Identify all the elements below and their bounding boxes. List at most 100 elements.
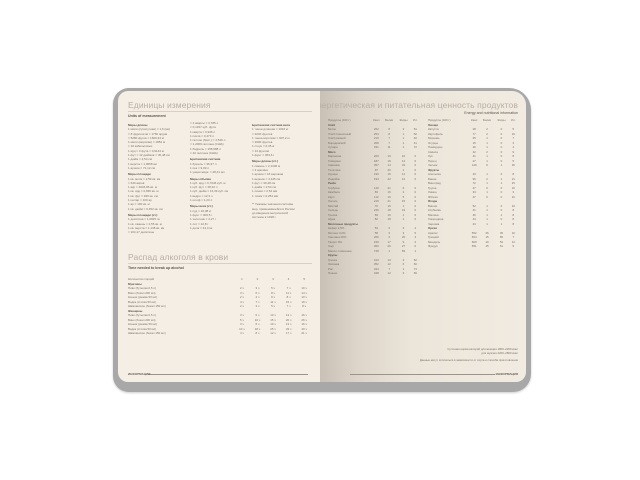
cell-value: 8: [512, 172, 515, 177]
cell-value: 12: [387, 262, 391, 267]
category-label: Ягоды: [428, 199, 438, 204]
cell-label: Треска: [328, 212, 338, 217]
cell-value: 1: [414, 248, 417, 253]
category-row: Ягоды: [428, 199, 518, 204]
cell-value: 1: [500, 163, 503, 168]
cell-value: 8: [388, 127, 390, 132]
units-line: 1 кв. ярд = 0,836 кв. м: [128, 189, 159, 194]
cell-label: Водка (стопка 50 мл): [128, 326, 157, 331]
cell-value: 3: [512, 190, 515, 195]
table-row: Говядина 187 19 12 0: [328, 159, 420, 164]
cell-value: 16: [387, 203, 391, 208]
column-header: Ккал: [373, 118, 380, 123]
cell-value: 7: [388, 266, 390, 271]
cell-value: 0: [414, 176, 417, 181]
units-line: 1 галлон (брит.) = 4,546 л: [190, 138, 226, 143]
units-line: 1 аршин = 16 вершков: [252, 172, 284, 177]
cell-value: 10 ч: [270, 322, 276, 327]
column-header: Продукты (100 г): [428, 118, 451, 123]
cell-label: Лук: [428, 154, 433, 159]
cell-value: 7: [388, 140, 390, 145]
table-header-row: Продукты (100 г) Ккал Белки Жиры Угл.: [328, 118, 420, 123]
cell-value: 348: [373, 271, 379, 276]
category-row: Мясо: [328, 150, 420, 155]
units-section-heading: Британская система веса: [252, 123, 290, 127]
cell-value: 33 ч: [285, 326, 292, 331]
table-row: Вишня 52 1 0 10: [428, 204, 518, 209]
cell-value: 159: [373, 239, 379, 244]
cell-value: 14: [401, 172, 406, 177]
cell-value: 1: [402, 145, 405, 150]
units-line: 1 тонна короткая = 907,2 кг: [252, 135, 290, 140]
units-line: 1 баррель = 158,988 л: [190, 146, 221, 151]
divider: [128, 111, 312, 112]
table-row: Вино (бокал 200 мл) 5 ч 10 ч 15 ч 20 ч 26 ч: [128, 318, 312, 323]
table-row: Свёкла 42 2 0 9: [428, 150, 518, 155]
cell-value: 3 ч: [239, 322, 244, 327]
column-header: Жиры: [497, 118, 506, 123]
units-line: = 8 фурлонгов = 1760 ярдов: [128, 131, 168, 136]
cell-value: 4 ч: [239, 331, 244, 336]
table-row: Сельдь 246 18 19 0: [328, 208, 420, 213]
cell-value: 1: [486, 212, 488, 217]
column-header: Продукты (100 г): [328, 118, 351, 123]
units-line: 1 фут = 30,48 см: [252, 180, 276, 185]
cell-value: 1: [486, 190, 488, 195]
cell-label: Творог 9%: [328, 239, 342, 244]
table-row: Клубника 41 1 0 8: [428, 208, 518, 213]
cell-label: Вишня: [428, 203, 438, 208]
cell-value: 9: [402, 239, 405, 244]
cell-value: 40: [413, 136, 417, 141]
right-page: Энергетическая и питательная ценность пр…: [320, 91, 526, 382]
cell-value: 41: [472, 154, 476, 159]
cell-value: 1: [486, 154, 488, 159]
table-row: Индейка 194 22 12 0: [328, 177, 420, 182]
units-column-3: Британская система веса 1 тонна длинная =…: [252, 121, 295, 220]
cell-value: 2: [414, 239, 417, 244]
cell-value: 190: [373, 172, 379, 177]
cell-label: Лимон: [428, 190, 437, 195]
cell-value: 15: [401, 199, 406, 204]
cell-value: 8 ч: [271, 290, 275, 295]
units-line: = 14 фунтов: [252, 148, 269, 153]
cell-value: 14 ч: [301, 290, 307, 295]
cell-value: 52: [472, 203, 476, 208]
units-line: 1 верста = 1,0668 км: [128, 161, 157, 166]
units-line: 1 десятина = 1,0925 га: [128, 217, 160, 222]
cell-value: 16 ч: [301, 313, 307, 318]
cell-label: Черника: [428, 221, 440, 226]
units-line: 1 точка = 0,254 мм: [252, 193, 278, 198]
table-row: Арахис 552 26 45 10: [428, 231, 518, 236]
nutrition-title: Энергетическая и питательная ценность пр…: [320, 100, 518, 110]
table-row: Чеснок 149 6 1 30: [428, 163, 518, 168]
cell-value: 74: [413, 266, 417, 271]
cell-value: 208: [373, 140, 379, 145]
cell-value: 72: [413, 145, 417, 150]
cell-value: 0: [500, 140, 503, 145]
cell-label: Минтай: [328, 203, 339, 208]
cell-value: 16: [511, 131, 515, 136]
cell-value: 83: [374, 190, 378, 195]
cell-value: 1: [486, 158, 488, 163]
cell-value: 609: [471, 239, 477, 244]
units-line: 1 тонна длинная = 1016 кг: [252, 127, 289, 132]
cell-value: 4: [512, 145, 515, 150]
cell-value: 1: [402, 131, 405, 136]
cell-value: 1: [402, 266, 405, 271]
column-header: 1: [241, 277, 243, 282]
column-header: Белки: [483, 118, 492, 123]
cell-value: 16: [387, 172, 391, 177]
category-label: Рыба: [328, 181, 336, 186]
cell-value: 187: [373, 158, 379, 163]
units-section-heading: Меры площади (ст.): [128, 212, 158, 217]
cell-label: Миндаль: [428, 239, 441, 244]
cell-value: 8 ч: [286, 295, 291, 300]
table-row: Апельсин 43 1 0 8: [428, 172, 518, 177]
cell-value: 15 ч: [285, 299, 292, 304]
units-line: 1 сажень = 2,1336 м: [252, 163, 281, 168]
cell-value: 12: [401, 158, 406, 163]
cell-value: 47: [472, 185, 476, 190]
units-line: 1 аршин = 71,12 см: [128, 165, 155, 170]
cell-value: 15: [472, 140, 476, 145]
table-row: Треска 69 16 1 0: [328, 213, 420, 218]
